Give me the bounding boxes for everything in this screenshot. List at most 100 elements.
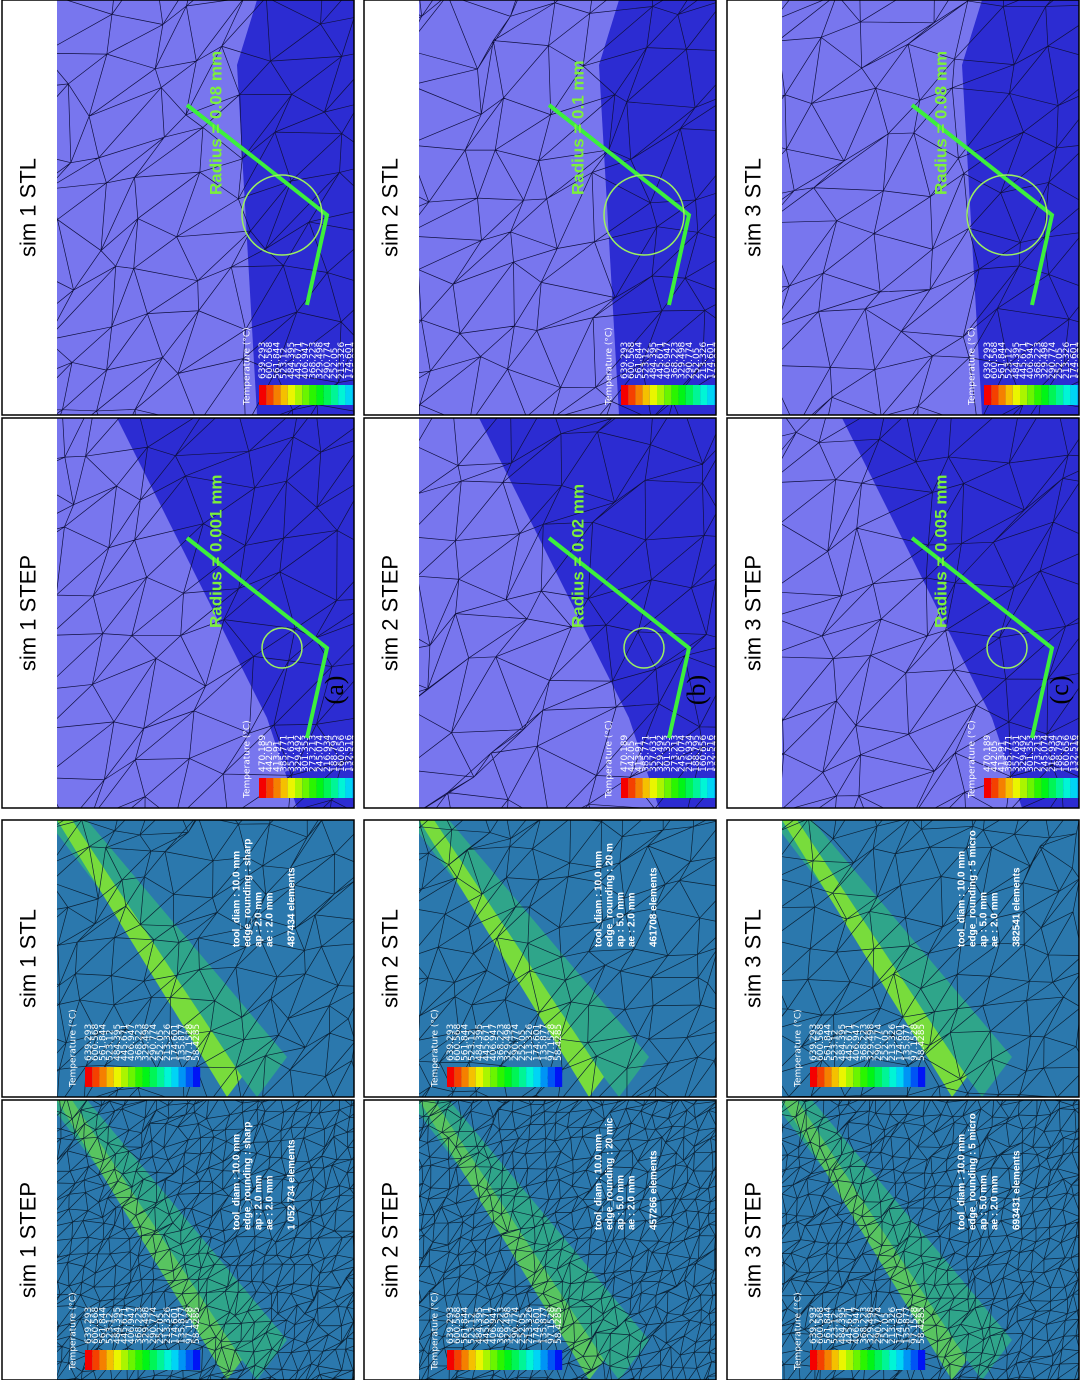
legend-swatch	[469, 1067, 476, 1087]
sim-info: ae : 2.0 mm	[265, 892, 276, 947]
legend-swatch	[1056, 385, 1063, 405]
legend-title: Temperature (°C)	[968, 720, 978, 799]
row-label: (b)	[682, 675, 711, 705]
legend-swatch	[519, 1067, 526, 1087]
panel-title: sim 1 STEP	[15, 555, 40, 671]
legend-swatch	[643, 778, 650, 798]
legend-value: 135.877	[714, 342, 724, 379]
panel: Temperature (°C)639.293600.568561.844523…	[2, 1081, 370, 1380]
sim-info: edge_rounding : sharp	[243, 839, 254, 947]
legend-swatch	[288, 385, 295, 405]
legend-swatch	[541, 1350, 548, 1370]
legend-swatch	[628, 778, 635, 798]
legend-value: 135.877	[352, 342, 362, 379]
legend-swatch	[1027, 778, 1034, 798]
legend-swatch	[171, 1350, 178, 1370]
legend-swatch	[1034, 385, 1041, 405]
radius-label: Radius = 0.08 mm	[931, 51, 950, 195]
legend-swatch	[295, 385, 302, 405]
legend-title: Temperature (°C)	[794, 1009, 804, 1088]
legend-swatch	[171, 1067, 178, 1087]
legend-swatch	[107, 1067, 114, 1087]
legend-swatch	[686, 385, 693, 405]
radius-label: Radius = 0.1 mm	[568, 60, 587, 195]
element-count: 382541 elements	[1012, 867, 1023, 947]
legend-swatch	[817, 1067, 824, 1087]
legend-value: 58.4285	[917, 1307, 927, 1344]
legend-swatch	[824, 1067, 831, 1087]
sim-info: tool_diam : 10.0 mm	[957, 1134, 968, 1230]
legend-value: 58.4285	[554, 1024, 564, 1061]
radius-label: Radius = 0.08 mm	[206, 51, 225, 195]
sim-info: edge_rounding : 20 m	[605, 843, 616, 947]
legend-swatch	[846, 1350, 853, 1370]
legend-swatch	[490, 1067, 497, 1087]
legend-swatch	[707, 778, 714, 798]
legend-swatch	[85, 1067, 92, 1087]
sim-info: ap : 2.0 mm	[254, 892, 265, 947]
legend-swatch	[281, 385, 288, 405]
legend-swatch	[882, 1067, 889, 1087]
legend-swatch	[505, 1067, 512, 1087]
legend-swatch	[157, 1067, 164, 1087]
element-count: 487434 elements	[287, 867, 298, 947]
legend-swatch	[519, 1350, 526, 1370]
legend-value: 104.377	[714, 735, 724, 772]
panel: Temperature (°C)639.293600.568561.844523…	[727, 1081, 1083, 1380]
legend-swatch	[1056, 778, 1063, 798]
legend-swatch	[853, 1350, 860, 1370]
legend-swatch	[143, 1067, 150, 1087]
legend-swatch	[273, 385, 280, 405]
sim-info: edge_rounding : 20 mic	[605, 1117, 616, 1230]
legend-title: Temperature (°C)	[243, 720, 253, 799]
legend-swatch	[295, 778, 302, 798]
legend-swatch	[875, 1067, 882, 1087]
legend-swatch	[92, 1350, 99, 1370]
row-label: (a)	[320, 676, 349, 705]
sim-info: ap : 5.0 mm	[616, 1175, 627, 1230]
panel-title: sim 1 STL	[15, 909, 40, 1008]
legend-swatch	[150, 1350, 157, 1370]
legend-swatch	[621, 778, 628, 798]
panel-title: sim 2 STEP	[377, 555, 402, 671]
legend-swatch	[164, 1067, 171, 1087]
panel: Temperature (°C)470.189442.05413.91385.7…	[0, 393, 389, 869]
legend-swatch	[998, 778, 1005, 798]
panel-image: Temperature (°C)639.293600.568561.844523…	[750, 788, 1083, 1138]
legend-swatch	[454, 1350, 461, 1370]
legend-swatch	[454, 1067, 461, 1087]
panel-title: sim 3 STL	[740, 909, 765, 1008]
legend-swatch	[92, 1067, 99, 1087]
legend-swatch	[1027, 385, 1034, 405]
legend-swatch	[621, 385, 628, 405]
legend-swatch	[476, 1067, 483, 1087]
panel: Temperature (°C)639.293600.568561.844523…	[364, 1081, 733, 1380]
legend-swatch	[266, 778, 273, 798]
legend-swatch	[1042, 778, 1049, 798]
legend-value: 58.4285	[917, 1024, 927, 1061]
sim-info: edge_rounding : 5 micro	[968, 830, 979, 947]
legend-swatch	[817, 1350, 824, 1370]
legend-swatch	[839, 1350, 846, 1370]
legend-title: Temperature (°C)	[431, 1009, 441, 1088]
panel-image: Temperature (°C)639.293600.568561.844523…	[401, 1081, 733, 1380]
sim-info: ae : 2.0 mm	[265, 1175, 276, 1230]
legend-swatch	[1042, 385, 1049, 405]
sim-info: edge_rounding : sharp	[243, 1122, 254, 1230]
legend-swatch	[548, 1067, 555, 1087]
legend-swatch	[447, 1350, 454, 1370]
legend-swatch	[707, 385, 714, 405]
legend-value: 104.377	[352, 735, 362, 772]
legend-swatch	[1013, 385, 1020, 405]
legend-swatch	[317, 385, 324, 405]
legend-swatch	[671, 778, 678, 798]
legend-swatch	[259, 778, 266, 798]
legend-swatch	[991, 385, 998, 405]
legend-title: Temperature (°C)	[968, 327, 978, 406]
legend-swatch	[164, 1350, 171, 1370]
legend-swatch	[447, 1067, 454, 1087]
legend-swatch	[99, 1350, 106, 1370]
panel-title: sim 1 STEP	[15, 1182, 40, 1298]
legend-swatch	[635, 778, 642, 798]
legend-swatch	[1013, 778, 1020, 798]
